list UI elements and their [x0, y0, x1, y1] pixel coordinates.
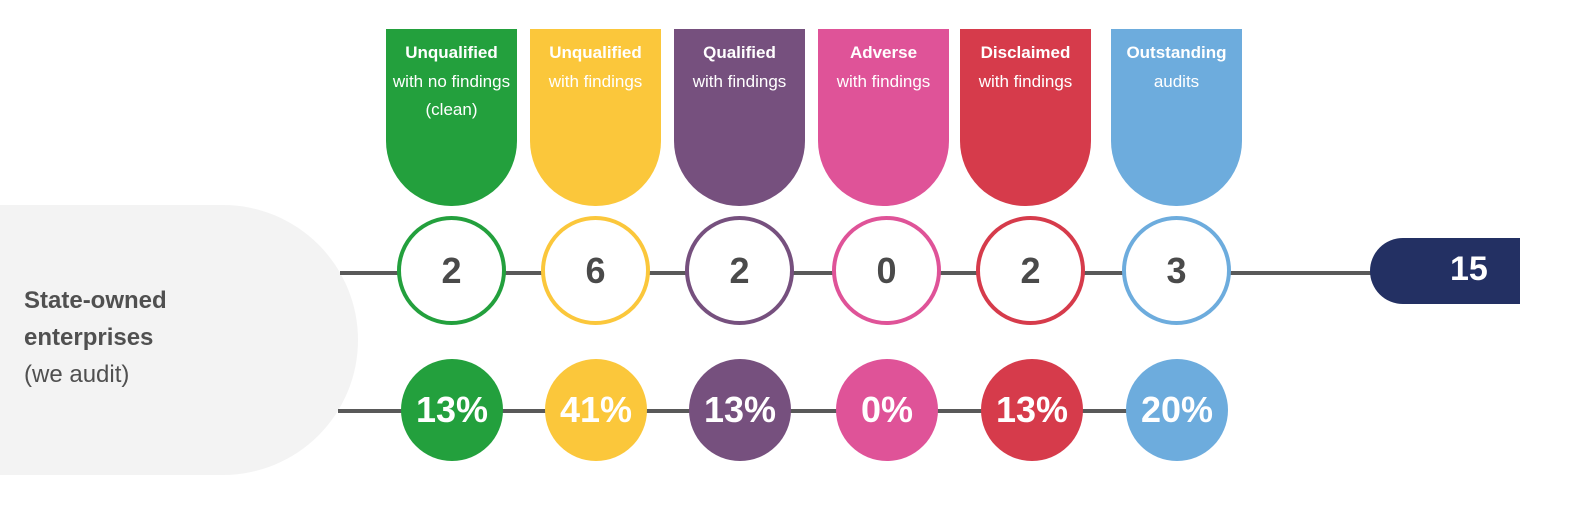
count-circle-qualified: 2	[685, 216, 794, 325]
count-circle-disclaimed: 2	[976, 216, 1085, 325]
category-subtitle: with no findings (clean)	[392, 71, 511, 120]
row-label: State-owned enterprises (we audit)	[24, 282, 167, 393]
category-subtitle: with findings	[836, 71, 931, 91]
category-title: Qualified	[703, 43, 776, 62]
row-label-panel	[0, 205, 358, 475]
category-subtitle: with findings	[692, 71, 787, 91]
category-title: Unqualified	[549, 43, 642, 62]
category-subtitle: audits	[1153, 71, 1200, 91]
category-tab-qualified: Qualified with findings	[674, 29, 805, 206]
category-title: Outstanding	[1126, 43, 1227, 62]
percent-circle-disclaimed: 13%	[981, 359, 1083, 461]
category-subtitle: with findings	[978, 71, 1073, 91]
category-tab-adverse: Adverse with findings	[818, 29, 949, 206]
row-label-line3: (we audit)	[24, 361, 130, 388]
percent-circle-clean: 13%	[401, 359, 503, 461]
row-label-line2: enterprises	[24, 324, 154, 351]
category-tab-disclaimed: Disclaimed with findings	[960, 29, 1091, 206]
count-circle-adverse: 0	[832, 216, 941, 325]
percent-circle-outstanding: 20%	[1126, 359, 1228, 461]
category-tab-clean: Unqualified with no findings (clean)	[386, 29, 517, 206]
category-title: Adverse	[849, 43, 918, 62]
count-circle-unqualified-findings: 6	[541, 216, 650, 325]
total-badge: 15	[1370, 238, 1520, 304]
category-title: Unqualified	[405, 43, 498, 62]
category-tab-outstanding: Outstanding audits	[1111, 29, 1242, 206]
category-title: Disclaimed	[980, 43, 1071, 62]
category-tab-unqualified-findings: Unqualified with findings	[530, 29, 661, 206]
row-label-line1: State-owned	[24, 287, 167, 314]
percent-circle-adverse: 0%	[836, 359, 938, 461]
category-subtitle: with findings	[548, 71, 643, 91]
count-circle-outstanding: 3	[1122, 216, 1231, 325]
percent-circle-qualified: 13%	[689, 359, 791, 461]
count-circle-clean: 2	[397, 216, 506, 325]
percent-circle-unqualified-findings: 41%	[545, 359, 647, 461]
